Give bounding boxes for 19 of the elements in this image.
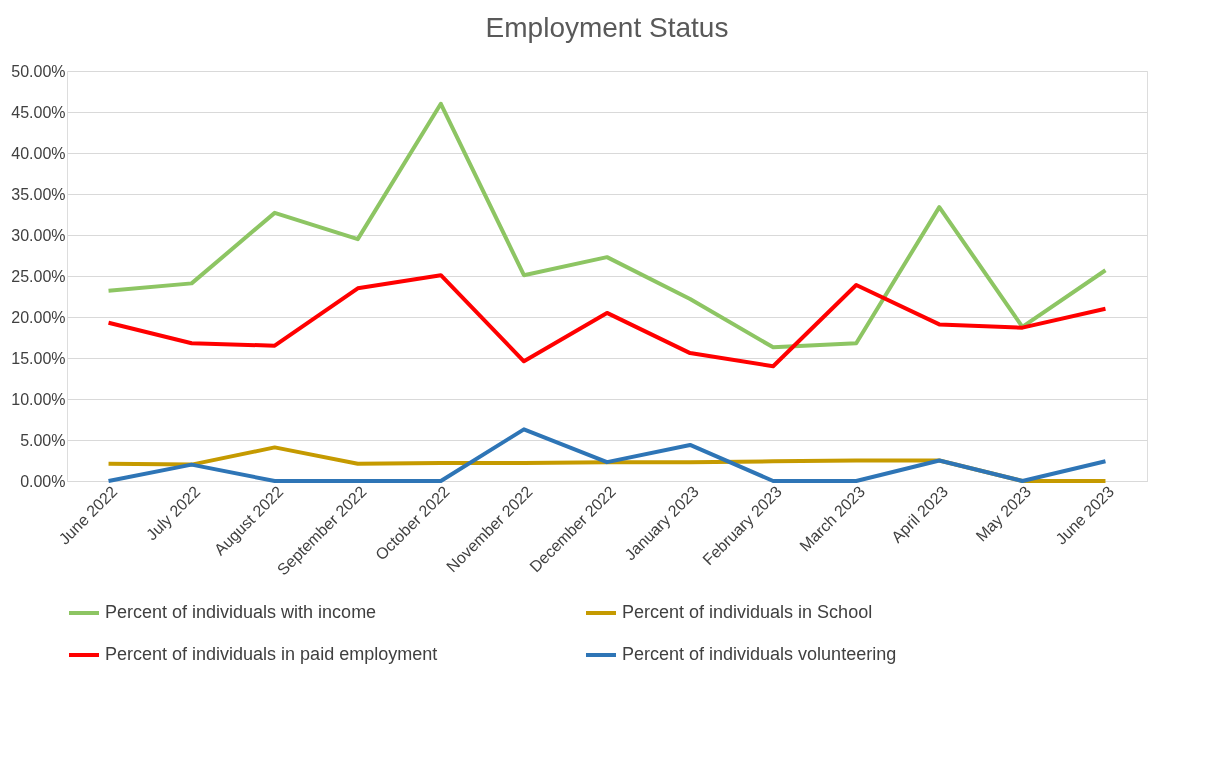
legend-label: Percent of individuals with income bbox=[105, 602, 377, 622]
legend-label: Percent of individuals volunteering bbox=[622, 644, 897, 664]
y-tick-label: 50.00% bbox=[11, 62, 66, 80]
y-tick-label: 20.00% bbox=[11, 308, 66, 326]
line-series bbox=[106, 427, 1108, 483]
y-tick-label: 25.00% bbox=[11, 267, 66, 285]
y-tick-label: 5.00% bbox=[20, 431, 66, 449]
y-tick-label: 15.00% bbox=[11, 349, 66, 367]
y-tick-label: 40.00% bbox=[11, 144, 66, 162]
line-series bbox=[106, 273, 1108, 369]
y-tick-label: 45.00% bbox=[11, 103, 66, 121]
legend-label: Percent of individuals in paid employment bbox=[105, 644, 438, 664]
y-tick-label: 0.00% bbox=[20, 472, 66, 490]
y-tick-label: 30.00% bbox=[11, 226, 66, 244]
line-series bbox=[106, 101, 1108, 350]
legend-label: Percent of individuals in School bbox=[622, 602, 873, 622]
y-tick-label: 35.00% bbox=[11, 185, 66, 203]
y-tick-label: 10.00% bbox=[11, 390, 66, 408]
chart-title: Employment Status bbox=[485, 12, 729, 43]
